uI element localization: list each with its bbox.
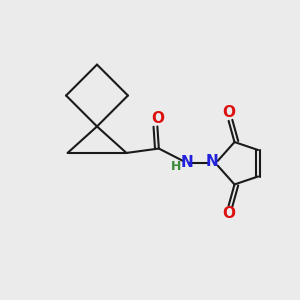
Text: O: O: [222, 206, 235, 221]
Text: N: N: [206, 154, 219, 169]
Text: H: H: [171, 160, 182, 173]
Text: O: O: [222, 105, 235, 120]
Text: N: N: [180, 155, 193, 170]
Text: O: O: [151, 111, 164, 126]
